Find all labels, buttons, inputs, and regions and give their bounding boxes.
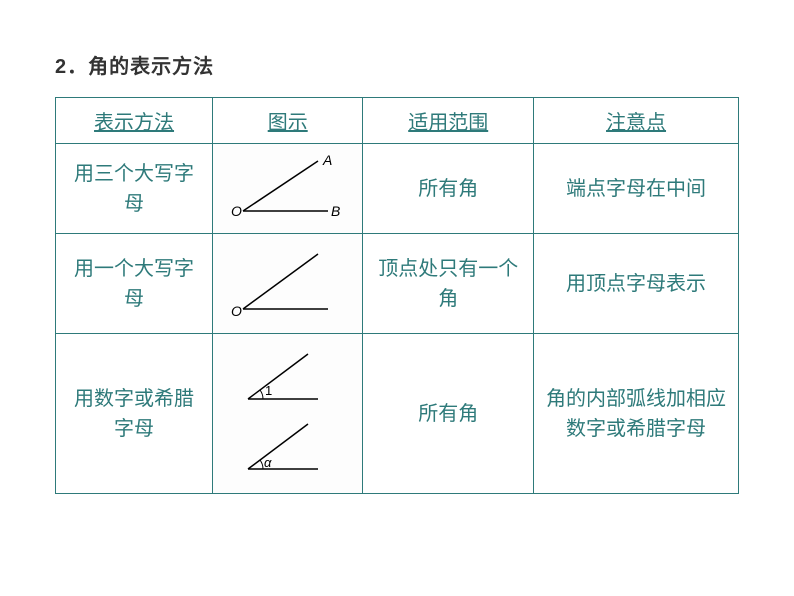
header-diagram: 图示: [213, 98, 363, 144]
angle-diagram-number-greek: 1 α: [228, 344, 348, 484]
method-cell: 用三个大写字母: [56, 144, 213, 234]
scope-cell: 所有角: [363, 144, 534, 234]
angle-diagram-three-letters: A O B: [223, 151, 353, 226]
svg-text:O: O: [231, 203, 242, 219]
method-cell: 用数字或希腊字母: [56, 334, 213, 494]
header-method: 表示方法: [56, 98, 213, 144]
header-scope: 适用范围: [363, 98, 534, 144]
svg-text:α: α: [264, 455, 272, 470]
table-row: 用数字或希腊字母 1 α 所有角 角的内部弧线加相应数字或希腊字母: [56, 334, 739, 494]
header-row: 表示方法 图示 适用范围 注意点: [56, 98, 739, 144]
scope-cell: 顶点处只有一个角: [363, 234, 534, 334]
diagram-cell: O: [213, 234, 363, 334]
svg-text:1: 1: [265, 383, 272, 398]
svg-text:O: O: [231, 303, 242, 319]
svg-text:B: B: [331, 203, 340, 219]
angle-diagram-one-letter: O: [223, 244, 353, 324]
method-cell: 用一个大写字母: [56, 234, 213, 334]
diagram-cell: A O B: [213, 144, 363, 234]
header-note: 注意点: [534, 98, 739, 144]
scope-cell: 所有角: [363, 334, 534, 494]
note-cell: 端点字母在中间: [534, 144, 739, 234]
section-title: 2．角的表示方法: [55, 50, 739, 79]
note-cell: 用顶点字母表示: [534, 234, 739, 334]
note-cell: 角的内部弧线加相应数字或希腊字母: [534, 334, 739, 494]
table-row: 用一个大写字母 O 顶点处只有一个角 用顶点字母表示: [56, 234, 739, 334]
svg-text:A: A: [322, 152, 332, 168]
table-row: 用三个大写字母 A O B 所有角 端点字母在中间: [56, 144, 739, 234]
diagram-cell: 1 α: [213, 334, 363, 494]
angle-notation-table: 表示方法 图示 适用范围 注意点 用三个大写字母 A O B 所有角 端点字母在…: [55, 97, 739, 494]
